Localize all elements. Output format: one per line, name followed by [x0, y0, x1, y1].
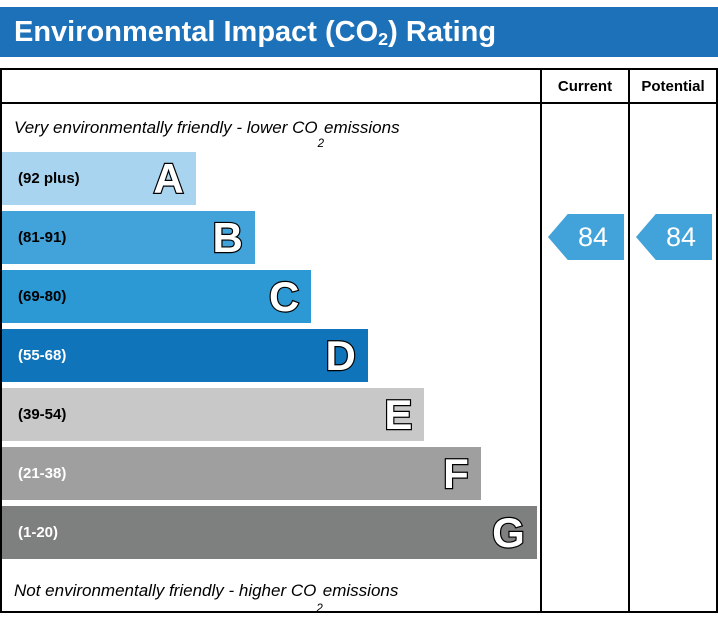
band-range: (1-20): [18, 524, 59, 541]
band-row-d: (55-68) D: [2, 329, 540, 382]
band-range: (21-38): [18, 465, 67, 482]
band-row-e: (39-54) E: [2, 388, 540, 441]
band-letter: B: [211, 213, 244, 261]
band-letter: A: [152, 154, 185, 202]
band-range: (69-80): [18, 288, 67, 305]
rating-bands: Very environmentally friendly - lower CO…: [2, 104, 540, 615]
page-title-subscript: 2: [378, 29, 389, 49]
band-range: (39-54): [18, 406, 67, 423]
top-caption: Very environmentally friendly - lower CO…: [2, 104, 540, 152]
band-letter: F: [442, 449, 470, 497]
current-column-header: Current: [557, 77, 613, 95]
band-range: (92 plus): [18, 170, 80, 187]
top-caption-suffix: emissions: [324, 118, 400, 137]
band-row-b: (81-91) B: [2, 211, 540, 264]
band-letter: E: [383, 390, 413, 438]
current-rating-arrow: 84: [548, 214, 624, 260]
co2-rating-chart: Very environmentally friendly - lower CO…: [0, 68, 718, 615]
band-bar-d: (55-68) D: [2, 329, 368, 382]
band-bar-c: (69-80) C: [2, 270, 312, 323]
potential-rating-value: 84: [665, 221, 697, 252]
band-letter: G: [491, 508, 526, 556]
bottom-caption-subscript: 2: [316, 603, 323, 615]
band-range: (55-68): [18, 347, 67, 364]
band-bar-g: (1-20) G: [2, 506, 537, 559]
potential-column-header: Potential: [641, 77, 705, 95]
bottom-caption-suffix: emissions: [322, 581, 399, 600]
bottom-caption-text: Not environmentally friendly - higher CO: [14, 581, 317, 600]
top-caption-subscript: 2: [317, 138, 325, 150]
potential-rating-arrow: 84: [636, 214, 712, 260]
band-bar-e: (39-54) E: [2, 388, 425, 441]
top-caption-text: Very environmentally friendly - lower CO: [14, 118, 318, 137]
band-row-f: (21-38) F: [2, 447, 540, 500]
band-row-g: (1-20) G: [2, 506, 540, 559]
band-bar-a: (92 plus) A: [2, 152, 196, 205]
page-title-text: Environmental Impact (CO: [14, 15, 379, 48]
band-letter: D: [324, 331, 357, 379]
page-title-suffix: ) Rating: [388, 15, 497, 48]
page-title: Environmental Impact (CO 2) Rating: [0, 7, 718, 57]
potential-column: Potential 84: [628, 70, 716, 611]
band-letter: C: [268, 272, 301, 320]
current-column: Current 84: [540, 70, 628, 611]
chart-header-divider: [2, 70, 716, 104]
bottom-caption: Not environmentally friendly - higher CO…: [2, 565, 540, 617]
band-row-c: (69-80) C: [2, 270, 540, 323]
current-rating-value: 84: [577, 221, 609, 252]
band-row-a: (92 plus) A: [2, 152, 540, 205]
band-bar-b: (81-91) B: [2, 211, 255, 264]
band-bar-f: (21-38) F: [2, 447, 481, 500]
band-range: (81-91): [18, 229, 67, 246]
